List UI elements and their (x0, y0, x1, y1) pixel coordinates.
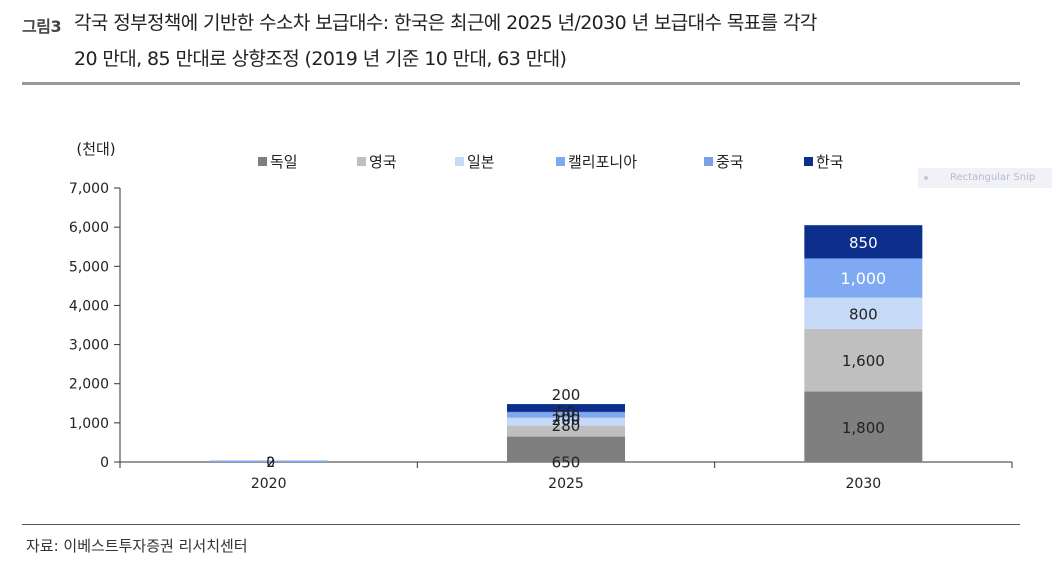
snip-label: Rectangular Snip (950, 172, 1036, 183)
title-line-1: 각국 정부정책에 기반한 수소차 보급대수: 한국은 최근에 2025 년/20… (74, 12, 817, 34)
y-tick-label: 4,000 (69, 298, 109, 314)
bar-segment-2025-3 (507, 417, 625, 426)
legend-swatch-6 (804, 157, 813, 166)
bar-segment-2030-6 (804, 225, 923, 259)
data-label: 1,600 (842, 352, 885, 370)
legend-label-4: 캘리포니아 (568, 153, 637, 171)
data-label: 100 (552, 407, 581, 425)
rectangular-snip-overlay[interactable]: Rectangular Snip (918, 168, 1052, 188)
legend-swatch-3 (455, 157, 464, 166)
y-tick-label: 0 (100, 455, 109, 471)
legend-label-1: 독일 (270, 153, 298, 171)
bar-segment-2020-near-zero (209, 460, 328, 462)
data-label: 280 (552, 417, 581, 435)
data-label: 850 (849, 234, 878, 252)
data-label: 650 (552, 453, 581, 471)
bar-segment-2030-2 (804, 328, 923, 392)
data-label: 200 (552, 411, 581, 429)
legend-label-3: 일본 (467, 153, 495, 171)
y-axis-unit-label: (천대) (76, 140, 115, 158)
bar-segment-2025-6 (507, 404, 625, 412)
data-label: 1,800 (842, 419, 885, 437)
legend-label-5: 중국 (716, 153, 744, 171)
bar-segment-2025-4 (507, 413, 625, 418)
bar-segment-2030-4 (804, 258, 923, 298)
y-tick-label: 6,000 (69, 220, 109, 236)
y-tick-label: 5,000 (69, 259, 109, 275)
bar-segment-2025-5 (507, 411, 625, 414)
legend-swatch-1 (258, 157, 267, 166)
bar-segment-2030-3 (804, 297, 923, 329)
figure-label: 그림3 (22, 17, 62, 36)
bar-segment-2030-1 (804, 391, 923, 462)
x-tick-label: 2025 (548, 476, 584, 492)
y-tick-label: 2,000 (69, 377, 109, 393)
y-tick-label: 1,000 (69, 416, 109, 432)
legend-swatch-5 (704, 157, 713, 166)
x-tick-label: 2020 (251, 476, 287, 492)
legend-label-6: 한국 (816, 153, 844, 171)
footer-divider (22, 524, 1020, 525)
bar-segment-2025-1 (507, 436, 625, 462)
y-tick-label: 3,000 (69, 338, 109, 354)
source-note: 자료: 이베스트투자증권 리서치센터 (26, 537, 248, 555)
snip-icon (924, 176, 928, 180)
bar-segment-2025-2 (507, 425, 625, 437)
title-divider (22, 82, 1020, 85)
legend-swatch-4 (556, 157, 565, 166)
title-line-2: 20 만대, 85 만대로 상향조정 (2019 년 기준 10 만대, 63 … (74, 48, 567, 70)
data-label: 1,000 (840, 269, 886, 288)
data-label: 800 (849, 305, 878, 323)
legend-label-2: 영국 (369, 153, 397, 171)
data-label: 50 (556, 403, 575, 421)
data-label: 200 (552, 386, 581, 404)
x-tick-label: 2030 (846, 476, 882, 492)
data-label: 2 (266, 455, 275, 471)
legend-swatch-2 (357, 157, 366, 166)
y-tick-label: 7,000 (69, 181, 109, 197)
data-label: 0 (266, 455, 275, 471)
